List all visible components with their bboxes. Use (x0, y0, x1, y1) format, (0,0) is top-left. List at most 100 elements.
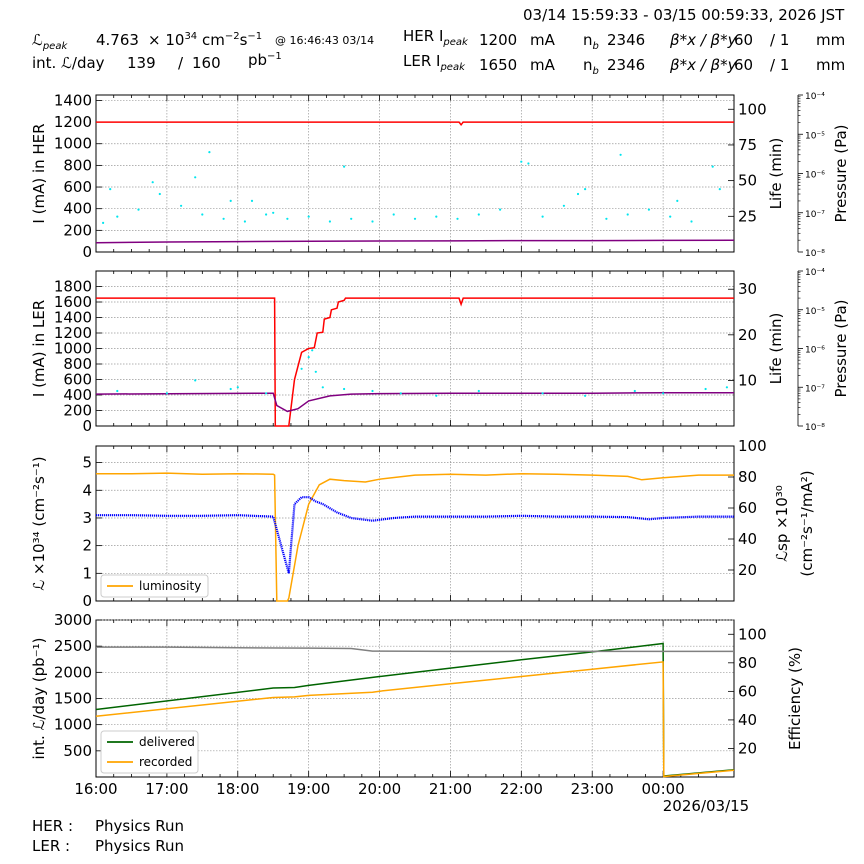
y-tick-label: 0 (82, 417, 92, 435)
pressure-point (413, 217, 417, 220)
y-tick-label: 200 (63, 221, 92, 239)
pressure-point (158, 192, 161, 196)
ler-current-unit: mA (530, 56, 555, 74)
y-right-tick-label: 20 (738, 739, 757, 757)
y-tick-label: 600 (63, 178, 92, 196)
y-axis-title: I (mA) in LER (30, 300, 48, 397)
ler-current-label: LER Ipeak (403, 52, 465, 73)
pressure-point (343, 387, 346, 391)
her-beta-unit: mm (816, 31, 846, 49)
pressure-point (222, 217, 225, 220)
y-tick-label: 1 (82, 564, 92, 582)
lifetime-line (95, 391, 734, 413)
y-right-tick-label: 10 (738, 371, 757, 389)
pressure-point (718, 188, 721, 191)
y-tick-label: 400 (63, 200, 92, 218)
pressure-point (311, 349, 314, 352)
y-tick-label: 4 (82, 481, 92, 499)
pressure-point (541, 392, 544, 395)
her-current-value: 1200 (479, 31, 518, 49)
pressure-point (520, 160, 523, 163)
int-lum-sep: / (178, 54, 184, 72)
pressure-point (399, 392, 402, 395)
legend-label: delivered (139, 735, 195, 749)
y-tick-label: 1400 (54, 91, 92, 109)
y-tick-label: 0 (82, 592, 92, 610)
y-tick-label: 1000 (54, 340, 92, 358)
y-tick-label: 2 (82, 537, 92, 555)
y-axis-title: I (mA) in HER (30, 123, 48, 223)
x-tick-label: 23:00 (571, 780, 614, 798)
legend-box (100, 574, 209, 598)
pressure-point (676, 199, 679, 202)
y-right-tick-label: 75 (738, 136, 757, 154)
pressure-point (194, 176, 197, 179)
pressure-tick-label: 10⁻⁶ (805, 346, 825, 356)
pressure-point (371, 220, 374, 223)
ler-status-value: Physics Run (95, 837, 185, 855)
y-tick-label: 2500 (54, 637, 92, 655)
y-tick-label: 200 (63, 402, 92, 420)
pressure-point (180, 204, 183, 207)
pressure-point (307, 215, 310, 218)
ler-status-label: LER : (32, 837, 71, 855)
y-right-tick-label: 25 (738, 207, 757, 225)
lifetime-line (95, 239, 735, 244)
pressure-point (116, 389, 119, 393)
pressure-point (321, 386, 324, 389)
y-right-axis-title-2: (cm⁻²s⁻¹/mA²) (798, 470, 816, 576)
y-right-tick-label: 60 (738, 499, 757, 517)
pressure-point (265, 213, 268, 216)
x-tick-label: 20:00 (358, 780, 401, 798)
specific-luminosity-line (96, 496, 734, 574)
pressure-point (343, 165, 346, 168)
y-tick-label: 1200 (54, 113, 92, 131)
pressure-tick-label: 10⁻⁴ (805, 92, 825, 102)
y-tick-label: 400 (63, 386, 92, 404)
pressure-tick-label: 10⁻⁶ (805, 171, 825, 181)
pressure-point (499, 208, 502, 211)
pressure-point (584, 188, 587, 191)
pressure-point (350, 217, 353, 220)
y-tick-label: 2000 (54, 663, 92, 681)
pressure-point (562, 204, 566, 207)
ler-nb-value: 2346 (607, 56, 646, 74)
pressure-point (605, 217, 608, 220)
pressure-tick-label: 10⁻⁵ (805, 307, 825, 317)
her-nb-label: nb (583, 31, 599, 52)
pressure-point (201, 213, 204, 216)
ler-nb-label: nb (583, 56, 599, 77)
pressure-point (477, 389, 480, 393)
her-beta-label: β*x / β*y (670, 31, 737, 49)
pressure-point (165, 392, 168, 395)
pressure-point (194, 379, 197, 382)
pressure-point (541, 215, 544, 218)
y-tick-label: 1500 (54, 690, 92, 708)
pressure-point (208, 151, 211, 154)
y-tick-label: 3 (82, 509, 92, 527)
pressure-point (704, 387, 707, 391)
pressure-tick-label: 10⁻⁷ (805, 384, 825, 394)
pressure-tick-label: 10⁻⁷ (805, 210, 825, 220)
time-range: 03/14 15:59:33 - 03/15 00:59:33, 2026 JS… (523, 6, 845, 24)
pressure-point (307, 356, 310, 359)
y-tick-label: 800 (63, 355, 92, 373)
her-nb-value: 2346 (607, 31, 646, 49)
pressure-axis-title: Pressure (Pa) (832, 124, 850, 222)
her-current-unit: mA (530, 31, 555, 49)
pressure-point (619, 153, 622, 156)
y-right-tick-label: 20 (738, 561, 757, 579)
y-right-tick-label: 20 (738, 326, 757, 344)
x-tick-label: 16:00 (74, 780, 117, 798)
y-tick-label: 1600 (54, 293, 92, 311)
x-tick-label: 21:00 (429, 780, 472, 798)
x-tick-label: 00:00 (641, 780, 684, 798)
pressure-point (137, 208, 140, 211)
y-tick-label: 1000 (54, 716, 92, 734)
her-beta-x: 60 (734, 31, 754, 49)
pressure-point (584, 394, 587, 397)
y-tick-label: 1200 (54, 324, 92, 342)
pressure-point (725, 386, 729, 389)
pressure-point (527, 162, 530, 165)
legend-label: luminosity (139, 579, 201, 593)
